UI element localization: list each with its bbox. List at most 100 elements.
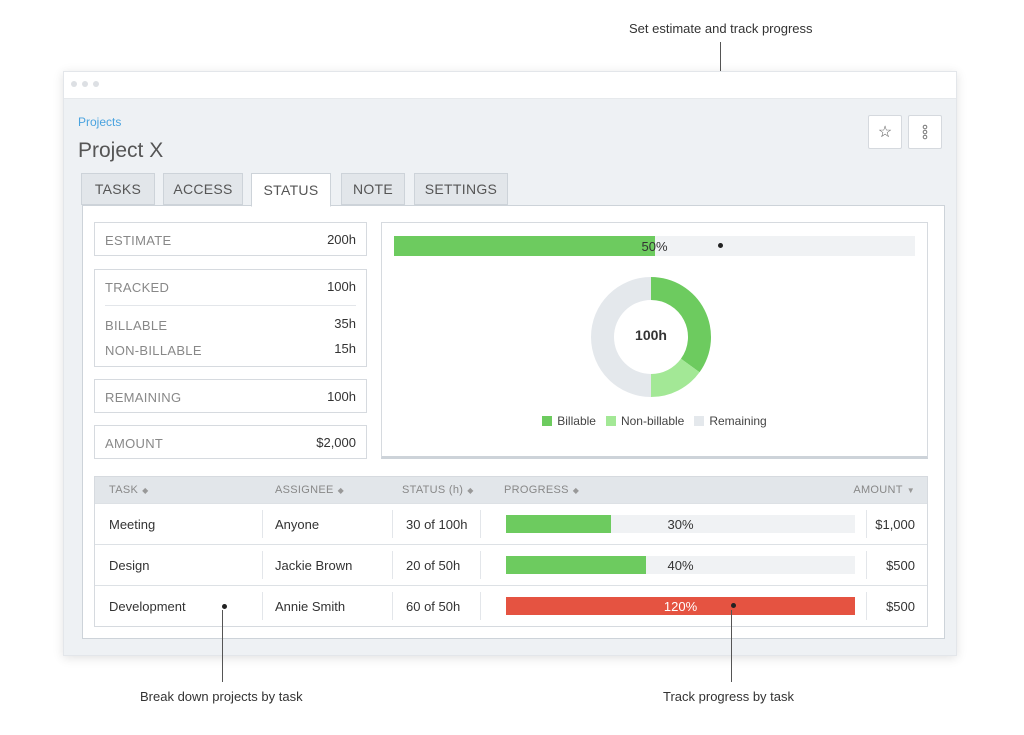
tracked-divider	[105, 305, 356, 306]
task-progress-label: 40%	[667, 558, 694, 573]
column-divider	[262, 510, 263, 538]
task-status: 60 of 50h	[406, 599, 461, 614]
task-table: TASK ◆ ASSIGNEE ◆ STATUS (h) ◆ PROGRESS ◆ AM…	[94, 476, 928, 627]
legend-billable: Billable	[542, 414, 596, 428]
task-amount: $500	[886, 599, 915, 614]
callout-right-dot	[731, 603, 736, 608]
breadcrumb-projects[interactable]: Projects	[78, 115, 122, 129]
callout-right-line	[731, 610, 732, 682]
tab-access[interactable]: ACCESS	[163, 173, 243, 205]
task-name: Development	[109, 599, 186, 614]
billable-label: BILLABLE	[105, 318, 168, 333]
column-divider	[392, 551, 393, 579]
legend-non-billable: Non-billable	[605, 414, 685, 428]
overall-progress-fill	[394, 236, 655, 256]
tab-status[interactable]: STATUS	[251, 173, 331, 207]
task-progress-bar: 30%	[506, 515, 855, 533]
callout-top-dot	[718, 243, 723, 248]
task-progress-label: 120%	[663, 599, 698, 614]
sort-icon: ◆	[467, 486, 474, 495]
overall-progress-bar: 50%	[394, 236, 915, 256]
title-bar	[64, 72, 956, 99]
column-header-assignee[interactable]: ASSIGNEE ◆	[275, 484, 345, 496]
task-name: Meeting	[109, 517, 156, 532]
tab-note[interactable]: NOTE	[341, 173, 405, 205]
task-progress-bar: 120%	[506, 597, 855, 615]
status-chart-panel: 50% 100h Billable Non-billable Remaining	[381, 222, 928, 459]
page-title: Project X	[78, 139, 164, 162]
column-divider	[262, 551, 263, 579]
tracked-box: TRACKED 100h BILLABLE 35h NON-BILLABLE 1…	[94, 269, 367, 367]
overall-progress-label: 50%	[641, 239, 668, 254]
estimate-value: 200h	[327, 232, 356, 247]
sort-icon: ◆	[337, 486, 345, 495]
task-assignee: Anyone	[275, 517, 320, 532]
window-dot	[93, 81, 99, 87]
callout-bottom-left: Break down projects by task	[140, 689, 303, 704]
favorite-button[interactable]: ☆	[868, 115, 902, 149]
amount-box: AMOUNT $2,000	[94, 425, 367, 459]
column-divider	[866, 510, 867, 538]
window-dot	[71, 81, 77, 87]
more-vertical-icon	[922, 124, 928, 140]
amount-value: $2,000	[316, 435, 356, 450]
table-row[interactable]: Development Annie Smith 60 of 50h 120% $…	[95, 585, 927, 626]
window-dot	[82, 81, 88, 87]
column-header-status[interactable]: STATUS (h) ◆	[402, 484, 474, 496]
column-divider	[392, 510, 393, 538]
column-header-amount[interactable]: AMOUNT ▼	[853, 484, 915, 496]
non-billable-value: 15h	[334, 341, 356, 356]
column-divider	[480, 551, 481, 579]
task-assignee: Jackie Brown	[275, 558, 353, 573]
legend-label: Non-billable	[620, 414, 685, 428]
column-header-task[interactable]: TASK ◆	[109, 484, 149, 496]
estimate-box: ESTIMATE 200h	[94, 222, 367, 256]
column-divider	[262, 592, 263, 620]
sort-icon: ◆	[572, 486, 580, 495]
estimate-label: ESTIMATE	[105, 233, 172, 248]
callout-left-dot	[222, 604, 227, 609]
sort-desc-icon: ▼	[906, 486, 915, 495]
legend-label: Remaining	[709, 414, 767, 428]
column-header-progress[interactable]: PROGRESS ◆	[504, 484, 580, 496]
legend-swatch	[694, 416, 705, 426]
task-progress-label: 30%	[667, 517, 694, 532]
task-status: 20 of 50h	[406, 558, 461, 573]
remaining-box: REMAINING 100h	[94, 379, 367, 413]
task-name: Design	[109, 558, 150, 573]
tab-tasks[interactable]: TASKS	[81, 173, 155, 205]
task-progress-fill	[506, 556, 646, 574]
column-divider	[480, 510, 481, 538]
task-amount: $500	[886, 558, 915, 573]
donut-segment-remaining	[591, 277, 651, 397]
table-row[interactable]: Design Jackie Brown 20 of 50h 40% $500	[95, 544, 927, 585]
amount-label: AMOUNT	[105, 436, 164, 451]
legend-label: Billable	[557, 414, 596, 428]
legend-swatch	[542, 416, 553, 426]
callout-left-line	[222, 610, 223, 682]
donut-segment-non-billable	[651, 358, 700, 397]
task-assignee: Annie Smith	[275, 599, 346, 614]
remaining-value: 100h	[327, 389, 356, 404]
remaining-label: REMAINING	[105, 390, 182, 405]
time-donut-chart	[591, 277, 711, 397]
column-divider	[866, 592, 867, 620]
legend-remaining: Remaining	[694, 414, 767, 428]
callout-bottom-right: Track progress by task	[663, 689, 795, 704]
non-billable-label: NON-BILLABLE	[105, 343, 202, 358]
legend-swatch	[605, 416, 616, 426]
chart-legend: Billable Non-billable Remaining	[382, 414, 927, 428]
table-row[interactable]: Meeting Anyone 30 of 100h 30% $1,000	[95, 503, 927, 544]
task-progress-bar: 40%	[506, 556, 855, 574]
status-panel: ESTIMATE 200h TRACKED 100h BILLABLE 35h …	[82, 205, 945, 639]
task-progress-fill	[506, 515, 611, 533]
tab-settings[interactable]: SETTINGS	[414, 173, 508, 205]
task-amount: $1,000	[875, 517, 915, 532]
column-divider	[392, 592, 393, 620]
table-header: TASK ◆ ASSIGNEE ◆ STATUS (h) ◆ PROGRESS ◆ AM…	[95, 477, 927, 503]
tracked-value: 100h	[327, 279, 356, 294]
tracked-label: TRACKED	[105, 280, 170, 295]
more-options-button[interactable]	[908, 115, 942, 149]
app-window: Projects Project X ☆ TASKS ACCESS STATUS…	[63, 71, 957, 656]
column-divider	[480, 592, 481, 620]
